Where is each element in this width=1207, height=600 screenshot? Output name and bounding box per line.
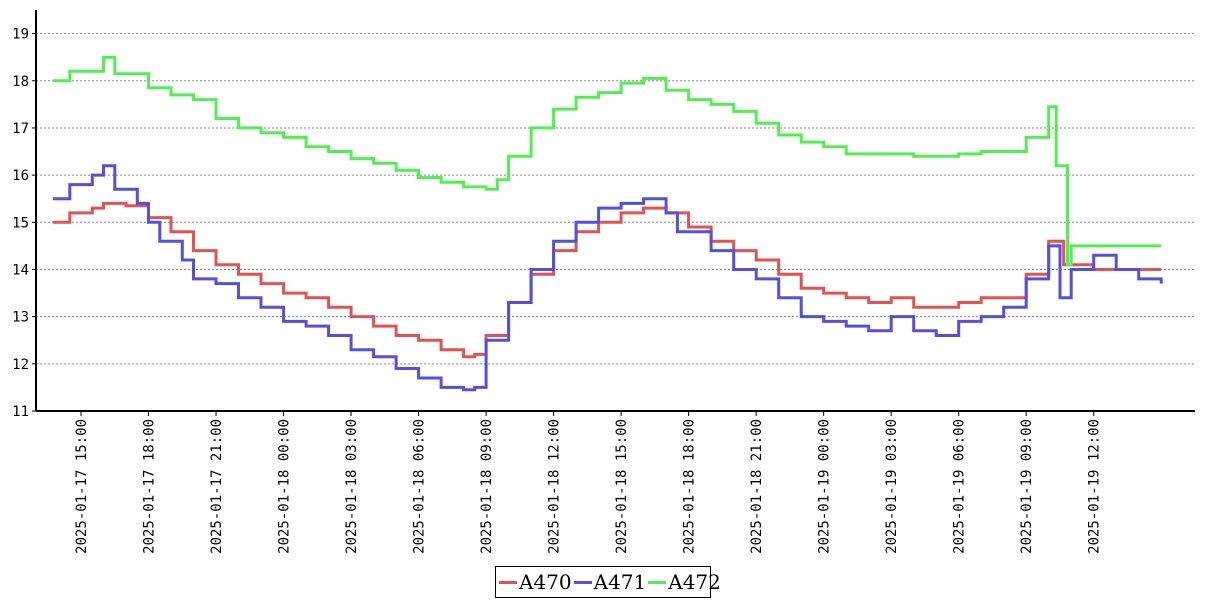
y-tick-label: 16 bbox=[12, 168, 29, 184]
x-tick-label: 2025-01-18 00:00 bbox=[277, 419, 293, 554]
x-tick-label: 2025-01-19 03:00 bbox=[884, 419, 900, 554]
legend-item-a470: A470 bbox=[499, 572, 572, 592]
y-tick-label: 13 bbox=[12, 310, 29, 326]
x-tick-label: 2025-01-19 06:00 bbox=[952, 419, 968, 554]
x-tick-label: 2025-01-17 15:00 bbox=[74, 419, 90, 554]
legend-label-a472: A472 bbox=[668, 570, 721, 594]
legend-item-a472: A472 bbox=[648, 572, 721, 592]
axes bbox=[32, 10, 1195, 416]
x-tick-label: 2025-01-19 09:00 bbox=[1019, 419, 1035, 554]
y-tick-label: 19 bbox=[12, 27, 29, 43]
y-tick-label: 18 bbox=[12, 74, 29, 90]
legend-swatch-a471 bbox=[573, 580, 592, 584]
x-tick-label: 2025-01-18 03:00 bbox=[344, 419, 360, 554]
x-tick-labels: 2025-01-17 15:00 2025-01-17 18:00 2025-01-… bbox=[74, 419, 1103, 554]
x-tick-label: 2025-01-19 00:00 bbox=[817, 419, 833, 554]
x-tick-label: 2025-01-17 18:00 bbox=[142, 419, 158, 554]
y-tick-label: 17 bbox=[12, 121, 29, 137]
x-tick-label: 2025-01-18 15:00 bbox=[614, 419, 630, 554]
series-line-a470 bbox=[52, 201, 1162, 359]
x-tick-label: 2025-01-18 21:00 bbox=[749, 419, 765, 554]
x-tick-label: 2025-01-18 06:00 bbox=[412, 419, 428, 554]
series-lines bbox=[52, 55, 1163, 392]
legend-swatch-a470 bbox=[499, 580, 517, 584]
legend: A470 A471 A472 bbox=[495, 566, 721, 598]
series-line-a472 bbox=[52, 55, 1162, 267]
legend-item-a471: A471 bbox=[573, 570, 647, 594]
x-tick-label: 2025-01-18 09:00 bbox=[479, 419, 495, 554]
legend-label-a471: A471 bbox=[593, 570, 647, 594]
y-tick-label: 11 bbox=[12, 404, 29, 420]
y-tick-label: 15 bbox=[12, 215, 29, 231]
legend-swatch-a472 bbox=[648, 580, 667, 584]
y-tick-label: 12 bbox=[12, 357, 29, 373]
legend-label-a470: A470 bbox=[519, 570, 572, 594]
x-tick-label: 2025-01-19 12:00 bbox=[1087, 419, 1103, 554]
series-line-a471 bbox=[52, 164, 1163, 392]
y-tick-label: 14 bbox=[12, 262, 29, 278]
x-tick-label: 2025-01-17 21:00 bbox=[209, 419, 225, 554]
x-tick-label: 2025-01-18 18:00 bbox=[682, 419, 698, 554]
x-tick-label: 2025-01-18 12:00 bbox=[547, 419, 563, 554]
grid-lines bbox=[36, 33, 1195, 412]
y-tick-labels: 11 12 13 14 15 16 17 18 19 bbox=[12, 27, 29, 420]
